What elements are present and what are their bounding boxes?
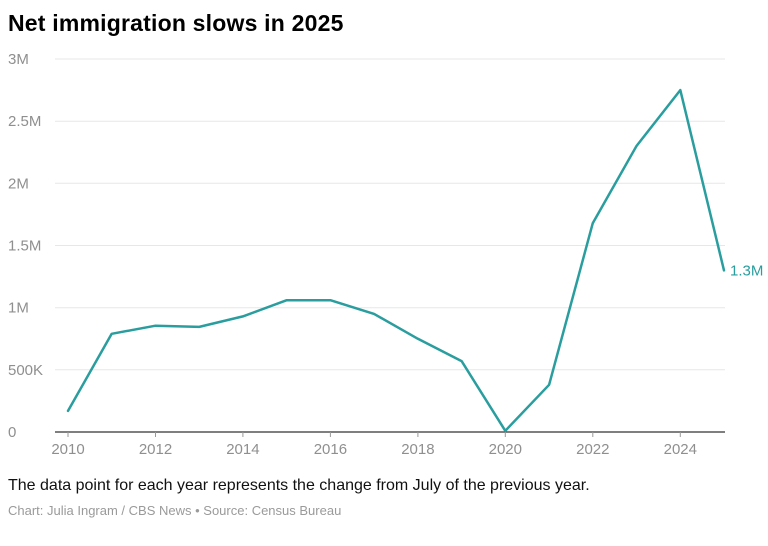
immigration-line-chart: 0 500K 1M 1.5M 2M 2.5M 3M 2010 2012 2014 2016 2018 2…	[8, 51, 763, 458]
y-axis-tick-label: 0	[8, 424, 16, 441]
y-axis-tick-label: 500K	[8, 361, 43, 378]
x-axis-tick-label: 2012	[139, 441, 172, 458]
x-axis-tick-label: 2022	[576, 441, 609, 458]
y-axis-tick-label: 2M	[8, 175, 29, 192]
y-axis-tick-label: 2.5M	[8, 113, 41, 130]
chart-note: The data point for each year represents …	[8, 476, 590, 494]
x-axis-tick-label: 2010	[51, 441, 84, 458]
end-value-label: 1.3M	[730, 262, 763, 279]
y-axis-tick-label: 3M	[8, 51, 29, 68]
x-axis-tick-label: 2014	[226, 441, 259, 458]
chart-title: Net immigration slows in 2025	[8, 10, 344, 36]
net-immigration-line	[66, 88, 726, 432]
x-axis-tick-label: 2020	[489, 441, 522, 458]
y-axis-tick-label: 1.5M	[8, 237, 41, 254]
x-axis-tick-label: 2016	[314, 441, 347, 458]
y-axis-tick-label: 1M	[8, 299, 29, 316]
chart-credit: Chart: Julia Ingram / CBS News • Source:…	[8, 502, 342, 518]
x-axis-tick-label: 2024	[664, 441, 697, 458]
x-axis-tick-label: 2018	[401, 441, 434, 458]
